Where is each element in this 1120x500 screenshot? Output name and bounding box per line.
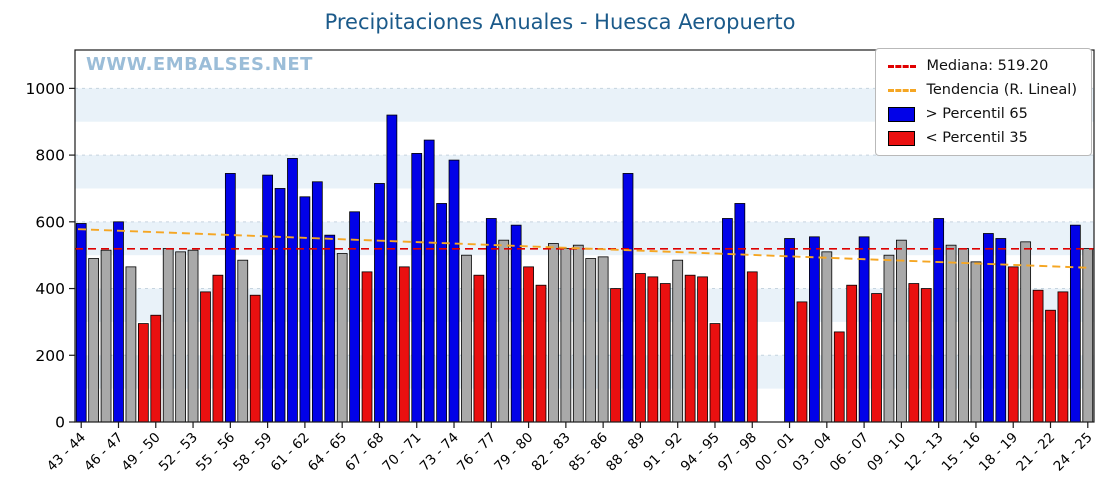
median-dashed-line-icon <box>888 64 917 68</box>
svg-text:55 - 56: 55 - 56 <box>193 430 238 475</box>
svg-text:24 - 25: 24 - 25 <box>1050 430 1095 475</box>
svg-text:49 - 50: 49 - 50 <box>118 430 163 475</box>
svg-text:12 - 13: 12 - 13 <box>901 430 946 475</box>
svg-text:800: 800 <box>35 147 65 165</box>
legend-below-label: < Percentil 35 <box>925 130 1028 146</box>
svg-text:79 - 80: 79 - 80 <box>491 430 536 475</box>
svg-text:03 - 04: 03 - 04 <box>790 430 835 475</box>
svg-text:76 - 77: 76 - 77 <box>454 430 499 475</box>
trend-dashed-line-icon <box>888 88 917 92</box>
svg-text:18 - 19: 18 - 19 <box>976 430 1021 475</box>
svg-text:06 - 07: 06 - 07 <box>827 430 872 475</box>
svg-text:09 - 10: 09 - 10 <box>864 430 909 475</box>
svg-text:88 - 89: 88 - 89 <box>603 430 648 475</box>
svg-text:15 - 16: 15 - 16 <box>939 430 984 475</box>
svg-text:52 - 53: 52 - 53 <box>156 430 201 475</box>
svg-text:61 - 62: 61 - 62 <box>268 430 313 475</box>
below-percentile-swatch-icon <box>888 130 916 146</box>
legend-item-median: Mediana: 519.20 <box>888 58 1077 74</box>
legend-item-above-percentile: > Percentil 65 <box>888 106 1077 122</box>
svg-text:400: 400 <box>35 280 65 298</box>
svg-text:21 - 22: 21 - 22 <box>1013 430 1058 475</box>
svg-text:67 - 68: 67 - 68 <box>342 430 387 475</box>
svg-text:46 - 47: 46 - 47 <box>81 430 126 475</box>
svg-text:1000: 1000 <box>26 80 65 98</box>
watermark-text: WWW.EMBALSES.NET <box>86 54 313 75</box>
svg-text:82 - 83: 82 - 83 <box>529 430 574 475</box>
legend-item-below-percentile: < Percentil 35 <box>888 130 1077 146</box>
svg-text:91 - 92: 91 - 92 <box>640 430 685 475</box>
svg-text:64 - 65: 64 - 65 <box>305 430 350 475</box>
legend-median-label: Mediana: 519.20 <box>926 58 1049 74</box>
svg-text:97 - 98: 97 - 98 <box>715 430 760 475</box>
legend-item-trend: Tendencia (R. Lineal) <box>888 82 1077 98</box>
chart-legend: Mediana: 519.20 Tendencia (R. Lineal) > … <box>875 48 1092 156</box>
svg-text:70 - 71: 70 - 71 <box>379 430 424 475</box>
svg-text:58 - 59: 58 - 59 <box>230 430 275 475</box>
above-percentile-swatch-icon <box>888 106 916 122</box>
svg-text:94 - 95: 94 - 95 <box>678 430 723 475</box>
chart-title: Precipitaciones Anuales - Huesca Aeropue… <box>324 10 796 34</box>
chart-area: 0 200 400 600 800 1000 43 - 44 46 - 47 49 - 50 52… <box>0 42 1120 500</box>
svg-text:0: 0 <box>55 414 65 432</box>
legend-above-label: > Percentil 65 <box>925 106 1028 122</box>
svg-text:43 - 44: 43 - 44 <box>44 430 89 475</box>
svg-text:85 - 86: 85 - 86 <box>566 430 611 475</box>
svg-text:200: 200 <box>35 347 65 365</box>
svg-text:73 - 74: 73 - 74 <box>417 430 462 475</box>
svg-text:600: 600 <box>35 213 65 231</box>
legend-trend-label: Tendencia (R. Lineal) <box>926 82 1077 98</box>
svg-text:00 - 01: 00 - 01 <box>752 430 797 475</box>
